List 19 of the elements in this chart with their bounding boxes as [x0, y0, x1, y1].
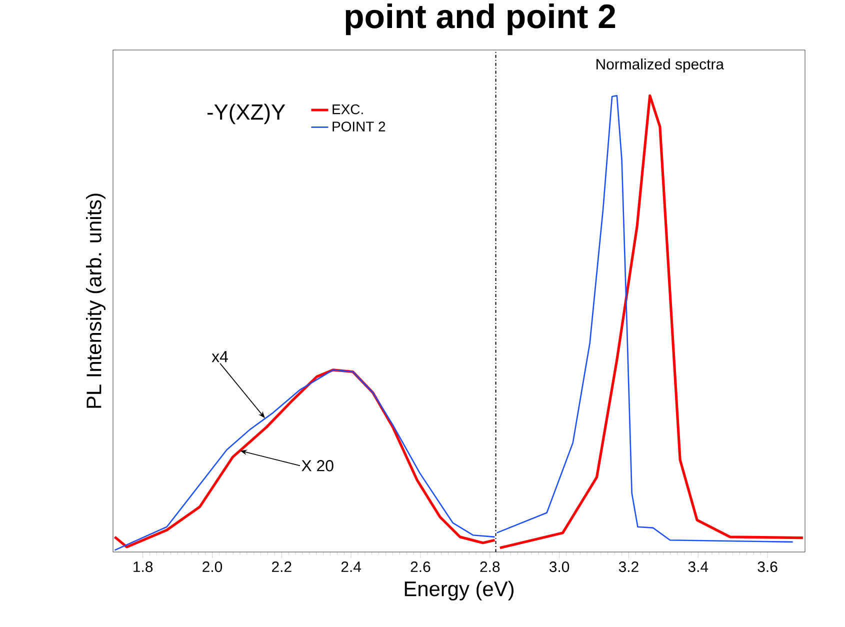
x-tick-label: 3.6	[758, 561, 778, 572]
x-tick-label: 3.2	[618, 561, 638, 572]
text: Normalized spectra	[596, 58, 724, 72]
annotation: X 20	[302, 460, 334, 472]
x-tick-label: 3.4	[688, 561, 708, 572]
x-tick-label: 2.0	[202, 561, 222, 572]
x-tick-label: 1.8	[134, 561, 153, 572]
x-tick-label: 2.8	[480, 561, 500, 572]
x-tick-label: 2.6	[410, 561, 430, 572]
annotation: -Y(XZ)Y	[207, 104, 286, 124]
x-tick-label: 2.4	[341, 561, 362, 572]
legend-label: EXC.	[332, 104, 363, 114]
chart-title: point and point 2	[346, 4, 616, 36]
y-axis-title: PL Intensity (arb. units)	[86, 194, 106, 408]
x-axis-title: Energy (eV)	[404, 580, 514, 600]
x-tick-label: 3.0	[549, 561, 570, 572]
legend-label: POINT 2	[332, 122, 386, 132]
annotation: x4	[212, 351, 228, 362]
x-tick-label: 2.2	[272, 561, 292, 572]
